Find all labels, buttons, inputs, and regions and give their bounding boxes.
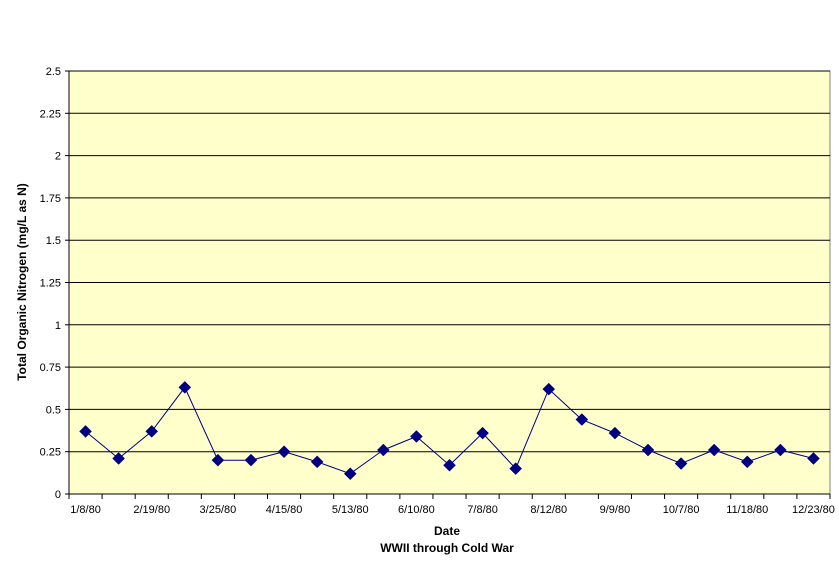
- data-point: [145, 425, 159, 438]
- x-tick-label: 9/9/80: [600, 504, 631, 516]
- x-tick-label: 12/23/80: [792, 504, 835, 516]
- y-tick-label: 2.25: [40, 108, 61, 120]
- x-axis-subtitle: WWII through Cold War: [380, 541, 514, 555]
- data-point: [674, 457, 688, 470]
- data-point: [443, 458, 456, 472]
- x-tick-label: 11/18/80: [726, 504, 768, 516]
- x-tick-label: 3/25/80: [200, 504, 237, 516]
- data-point: [343, 467, 357, 481]
- data-point: [740, 455, 754, 469]
- y-tick-label: 0.75: [40, 362, 61, 374]
- data-point: [608, 426, 622, 440]
- x-tick-label: 6/10/80: [398, 504, 435, 516]
- data-point: [178, 381, 192, 394]
- data-point: [244, 453, 258, 467]
- data-point: [774, 443, 787, 457]
- y-tick-label: 2: [55, 151, 61, 163]
- x-tick-label: 4/15/80: [266, 504, 303, 516]
- y-tick-label: 0.25: [40, 447, 61, 459]
- x-tick-label: 8/12/80: [530, 504, 567, 516]
- x-tick-label: 7/8/80: [467, 504, 498, 516]
- y-tick-label: 2.5: [46, 66, 61, 78]
- data-point: [641, 443, 655, 457]
- data-point: [509, 462, 523, 475]
- gridlines: [69, 70, 830, 453]
- data-point: [277, 445, 291, 459]
- y-tick-labels: 0 0.25 0.5 0.75 1 1.25 1.5 1.75 2 2.25 2.5: [40, 66, 61, 501]
- data-point: [410, 430, 423, 443]
- y-tick-label: 1: [55, 320, 61, 332]
- x-tick-label: 1/8/80: [70, 504, 101, 516]
- y-axis-title: Total Organic Nitrogen (mg/L as N): [15, 183, 29, 381]
- data-point: [112, 452, 125, 465]
- data-series: [79, 381, 820, 481]
- data-point: [376, 443, 390, 457]
- x-tick-label: 5/13/80: [332, 504, 369, 516]
- axes: [65, 70, 831, 499]
- x-axis-title: Date: [434, 524, 460, 538]
- y-tick-label: 1.75: [40, 193, 61, 205]
- data-point: [707, 443, 721, 457]
- y-tick-label: 0: [55, 489, 61, 501]
- x-tick-label: 2/19/80: [133, 504, 170, 516]
- data-point: [476, 426, 489, 440]
- y-tick-label: 1.5: [46, 235, 61, 247]
- data-point: [807, 452, 820, 465]
- x-tick-labels: 1/8/80 2/19/80 3/25/80 4/15/80 5/13/80 6/10/8…: [70, 504, 835, 516]
- data-point: [79, 425, 92, 438]
- data-point: [310, 455, 324, 469]
- data-point: [575, 413, 589, 426]
- data-point: [211, 453, 225, 467]
- y-tick-label: 1.25: [40, 278, 61, 290]
- data-point: [542, 382, 556, 396]
- x-tick-label: 10/7/80: [663, 504, 700, 516]
- y-tick-label: 0.5: [46, 404, 61, 416]
